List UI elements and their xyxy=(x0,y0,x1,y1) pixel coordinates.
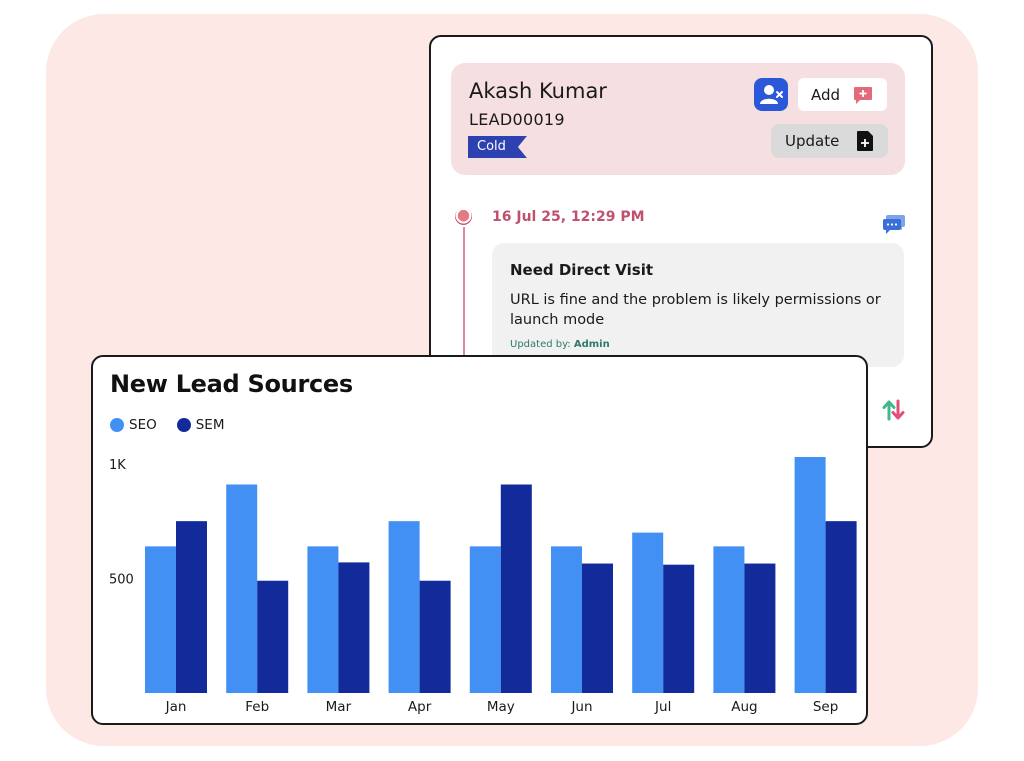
y-tick-label: 1K xyxy=(109,458,126,473)
updated-by-value: Admin xyxy=(573,339,610,350)
x-tick-label: May xyxy=(487,699,515,715)
legend-item-seo: SEO xyxy=(110,417,157,433)
lead-card: Akash Kumar LEAD00019 Cold Add Update xyxy=(429,35,933,448)
legend-label-sem: SEM xyxy=(195,417,225,433)
bar-sem-jul xyxy=(663,564,695,693)
file-plus-icon xyxy=(857,131,873,151)
updated-by-label: Updated by: xyxy=(510,339,571,350)
chart-title: New Lead Sources xyxy=(110,370,353,398)
legend-item-sem: SEM xyxy=(176,417,225,433)
bar-seo-jan xyxy=(145,546,176,693)
unassign-user-button[interactable] xyxy=(754,78,788,111)
update-button[interactable]: Update xyxy=(771,124,888,158)
bar-seo-mar xyxy=(307,546,339,693)
y-tick-label: 500 xyxy=(109,572,134,587)
note-body: URL is fine and the problem is likely pe… xyxy=(510,292,881,328)
x-tick-label: Mar xyxy=(326,699,352,715)
bar-sem-jan xyxy=(176,521,207,693)
bar-sem-may xyxy=(500,484,532,693)
x-tick-label: Sep xyxy=(813,699,838,715)
chart-legend: SEO SEM xyxy=(110,417,224,433)
x-tick-label: Jul xyxy=(654,699,671,715)
x-tick-label: Jun xyxy=(570,699,592,715)
legend-label-seo: SEO xyxy=(129,417,157,433)
add-label: Add xyxy=(811,86,841,104)
x-tick-label: Aug xyxy=(731,699,757,715)
chart-card: New Lead Sources SEO SEM 500 1K Jan Feb Mar A… xyxy=(91,355,868,725)
x-tick-label: Feb xyxy=(245,699,269,715)
bar-seo-sep xyxy=(794,457,826,693)
x-tick-label: Apr xyxy=(408,699,432,715)
bar-sem-mar xyxy=(338,562,370,693)
status-badge: Cold xyxy=(468,136,527,158)
lead-id: LEAD00019 xyxy=(469,110,565,129)
bar-seo-may xyxy=(469,546,501,693)
user-remove-icon xyxy=(760,85,783,104)
sort-icon[interactable] xyxy=(882,399,906,421)
update-label: Update xyxy=(785,132,840,150)
bar-sem-aug xyxy=(744,563,776,693)
bar-seo-apr xyxy=(388,521,420,693)
bar-sem-feb xyxy=(257,580,289,693)
bar-seo-aug xyxy=(713,546,745,693)
legend-swatch-seo xyxy=(110,418,124,432)
legend-swatch-sem xyxy=(176,418,191,432)
bar-seo-jun xyxy=(551,546,582,693)
timeline-note: Need Direct Visit URL is fine and the pr… xyxy=(492,243,904,367)
bar-seo-jul xyxy=(632,532,664,693)
bar-chart: 500 1K Jan Feb Mar Apr May Jun Jul Aug Sep xyxy=(109,457,857,715)
comment-icon[interactable] xyxy=(882,213,906,235)
chat-plus-icon xyxy=(854,87,872,104)
bar-seo-feb xyxy=(226,484,258,693)
timeline-line xyxy=(463,227,465,446)
add-button[interactable]: Add xyxy=(798,78,887,111)
bar-sem-sep xyxy=(825,521,857,693)
timeline-date: 16 Jul 25, 12:29 PM xyxy=(492,209,645,225)
bar-sem-jun xyxy=(582,563,613,693)
x-tick-label: Jan xyxy=(165,699,187,715)
bar-sem-apr xyxy=(419,580,451,693)
lead-name: Akash Kumar xyxy=(469,79,607,103)
note-updated-by: Updated by: Admin xyxy=(510,339,610,350)
note-title: Need Direct Visit xyxy=(510,261,654,279)
timeline-dot xyxy=(455,208,472,225)
lead-header: Akash Kumar LEAD00019 Cold Add Update xyxy=(451,63,905,175)
